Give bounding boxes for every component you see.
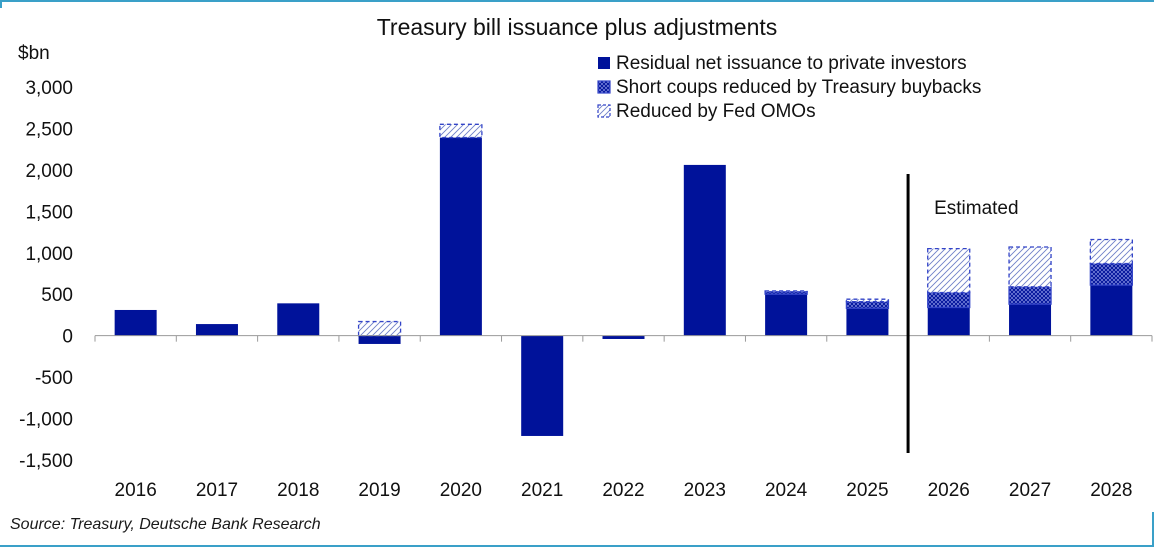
x-axis-ticks: 2016 2017 2018 2019 2020 2021 2022 2023 2024 2025…: [94, 335, 1153, 501]
estimated-annotation: Estimated: [934, 198, 1018, 219]
bar-series: [114, 123, 1133, 436]
x-tick-label: 2023: [684, 480, 726, 501]
y-axis-ticks: -1,500 -1,000 -500 0 500 1,000 1,500 2,000 2,500…: [19, 78, 73, 472]
bar-2026-series-3: [927, 247, 971, 294]
bar-2017-series-1: [195, 324, 238, 336]
y-tick-label: 1,500: [25, 202, 73, 223]
bar-chart: Treasury bill issuance plus adjustments …: [18, 14, 1153, 501]
bar-2027-series-2: [1008, 286, 1052, 305]
bar-2027-series-1: [1009, 304, 1052, 336]
bar-2016-series-1: [114, 309, 157, 336]
bar-2020-series-3: [439, 123, 483, 139]
bar-2025-series-3: [845, 298, 890, 303]
x-tick-label: 2022: [602, 480, 644, 501]
x-tick-label: 2017: [196, 480, 238, 501]
y-tick-label: 1,000: [25, 244, 73, 265]
bar-2018-series-1: [277, 303, 320, 336]
bar-2024-series-3: [764, 290, 808, 293]
x-tick-label: 2026: [928, 480, 970, 501]
x-tick-label: 2021: [521, 480, 563, 501]
legend-swatch: [597, 104, 611, 118]
x-tick-label: 2024: [765, 480, 808, 501]
source-note: Source: Treasury, Deutsche Bank Research: [10, 516, 321, 533]
bar-2022-series-1: [602, 335, 645, 339]
legend: Residual net issuance to private investo…: [597, 53, 981, 122]
bar-2024-series-1: [765, 294, 808, 336]
chart-title: Treasury bill issuance plus adjustments: [377, 14, 778, 40]
bar-2028-series-3: [1089, 238, 1133, 265]
x-tick-label: 2016: [115, 480, 157, 501]
left-border: [0, 0, 2, 8]
bar-2026-series-1: [927, 307, 970, 336]
y-tick-label: 500: [41, 285, 73, 306]
bar-2019-series-3: [357, 320, 402, 337]
bar-2020-series-1: [439, 137, 482, 336]
bar-2028-series-2: [1089, 262, 1133, 286]
y-tick-label: -1,000: [19, 410, 73, 431]
bar-2019-series-1: [358, 335, 401, 344]
legend-swatch: [598, 57, 610, 69]
legend-label: Reduced by Fed OMOs: [616, 101, 816, 122]
legend-label: Short coups reduced by Treasury buybacks: [616, 77, 981, 98]
right-border: [1152, 512, 1154, 547]
x-tick-label: 2028: [1090, 480, 1132, 501]
y-axis-label: $bn: [18, 43, 50, 64]
y-tick-label: 0: [62, 327, 73, 348]
y-tick-label: 2,000: [25, 161, 73, 182]
legend-label: Residual net issuance to private investo…: [616, 53, 967, 74]
bottom-border: [0, 545, 1154, 547]
bar-2025-series-2: [845, 301, 890, 309]
top-border: [0, 0, 1154, 2]
bar-2023-series-1: [683, 164, 726, 336]
x-tick-label: 2025: [846, 480, 888, 501]
bar-2028-series-1: [1090, 285, 1133, 336]
y-tick-label: -1,500: [19, 451, 73, 472]
x-tick-label: 2019: [358, 480, 400, 501]
y-tick-label: 3,000: [25, 78, 73, 99]
x-tick-label: 2027: [1009, 480, 1051, 501]
y-tick-label: -500: [35, 368, 73, 389]
legend-swatch: [597, 80, 611, 94]
bar-2026-series-2: [927, 291, 971, 309]
x-tick-label: 2020: [440, 480, 482, 501]
bar-2027-series-3: [1008, 246, 1052, 288]
bar-2025-series-1: [846, 308, 889, 336]
bar-2021-series-1: [521, 335, 564, 436]
y-tick-label: 2,500: [25, 119, 73, 140]
x-tick-label: 2018: [277, 480, 319, 501]
